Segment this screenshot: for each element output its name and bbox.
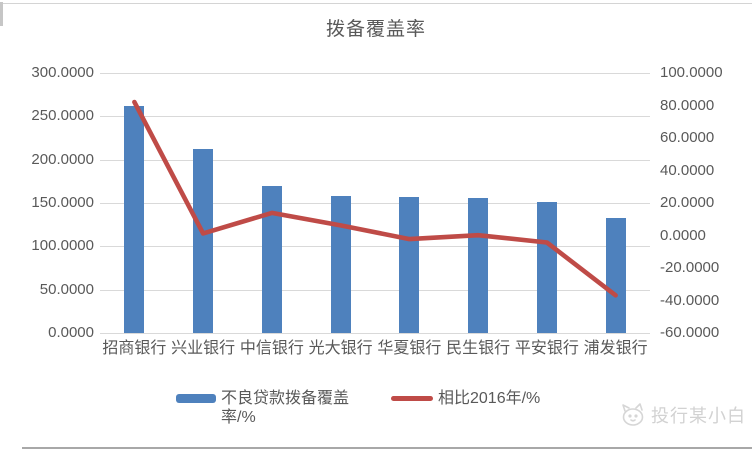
left-axis-tick: 50.0000: [39, 280, 94, 298]
left-axis-tick: 150.0000: [31, 194, 94, 211]
gridline: [100, 333, 650, 334]
x-axis-category-labels: 招商银行 兴业银行 中信银行 光大银行 华夏银行 民生银行 平安银行 浦发银行: [100, 339, 650, 358]
watermark: 投行某小白: [619, 401, 746, 429]
gridline: [100, 116, 650, 118]
category-label: 招商银行: [102, 340, 167, 357]
bar-series-swatch: [176, 394, 216, 403]
bar: [605, 218, 626, 333]
plot-area: [100, 73, 650, 334]
line-series: [132, 99, 618, 298]
gridline: [100, 246, 650, 248]
bar: [330, 195, 351, 333]
left-axis-tick: 300.0000: [31, 64, 94, 81]
line-series-swatch: [391, 396, 433, 401]
gridline: [100, 159, 650, 161]
chart-title: 拨备覆盖率: [325, 19, 426, 40]
bottom-divider: [22, 447, 752, 449]
legend: 不良贷款拨备覆盖率/% 相比2016年/%: [176, 389, 540, 427]
left-axis-tick: 0.0000: [48, 324, 94, 341]
right-axis-tick: -20.0000: [660, 259, 720, 276]
right-axis-tick: 60.0000: [660, 129, 715, 146]
right-axis-tick: 100.0000: [660, 64, 723, 81]
bar: [193, 149, 214, 333]
bar-series-label: 不良贷款拨备覆盖率/%: [221, 390, 350, 426]
right-axis-tick: 20.0000: [660, 194, 715, 211]
doodle-face-icon: [622, 403, 644, 426]
category-label: 民生银行: [446, 340, 511, 357]
right-axis-tick: 40.0000: [660, 161, 715, 179]
left-edge-mark: [0, 2, 3, 26]
bar: [536, 202, 557, 333]
category-label: 兴业银行: [171, 340, 236, 357]
left-axis-tick: 200.0000: [31, 150, 94, 168]
watermark-text: 投行某小白: [651, 406, 746, 426]
category-label: 光大银行: [308, 340, 373, 357]
gridline: [100, 73, 650, 74]
gridline: [100, 289, 650, 291]
line-series-label: 相比2016年/%: [438, 390, 541, 407]
legend-item-line-series: 相比2016年/%: [391, 389, 540, 408]
left-axis-tick: 100.0000: [31, 237, 94, 255]
bar: [399, 197, 420, 333]
bar: [261, 186, 282, 333]
left-axis-tick: 250.0000: [31, 107, 94, 125]
legend-item-bar-series: 不良贷款拨备覆盖率/%: [176, 389, 371, 427]
right-axis-tick: -60.0000: [660, 324, 720, 341]
category-label: 浦发银行: [583, 340, 648, 357]
bar: [468, 198, 489, 333]
bar: [124, 105, 145, 333]
category-label: 中信银行: [239, 340, 304, 357]
right-axis-tick: -40.0000: [660, 291, 720, 309]
right-axis-tick: 0.0000: [660, 226, 706, 244]
right-axis-tick: 80.0000: [660, 96, 715, 114]
category-label: 华夏银行: [377, 340, 442, 357]
category-label: 平安银行: [514, 340, 579, 357]
top-divider: [0, 3, 752, 4]
gridline: [100, 203, 650, 204]
